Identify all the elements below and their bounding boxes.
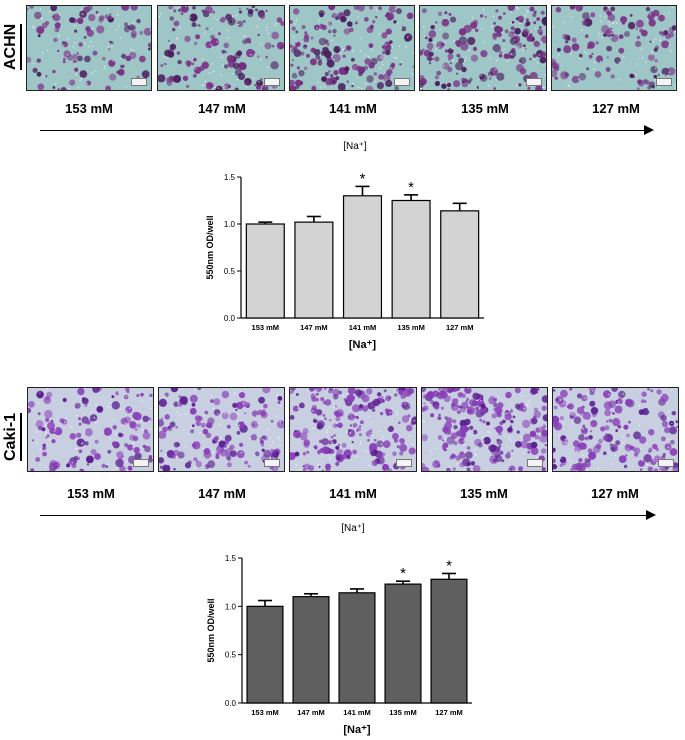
caki1-cell-line-label: Caki-1	[2, 412, 22, 461]
y-tick-label: 0.0	[224, 314, 236, 323]
achn-conc-label-3: 141 mM	[329, 101, 377, 116]
caki1-conc-label-4: 135 mM	[460, 486, 508, 501]
achn-gradient-label: [Na⁺]	[343, 141, 367, 152]
y-tick-label: 0.5	[225, 651, 237, 660]
scale-bar	[527, 459, 543, 467]
significance-marker: *	[400, 565, 406, 582]
caki1-gradient-arrow	[40, 510, 656, 520]
achn-micrograph-2	[157, 5, 285, 91]
x-tick-label: 141 mM	[349, 323, 377, 332]
achn-micrograph-4	[419, 5, 547, 91]
x-axis-label: [Na⁺]	[349, 339, 377, 351]
y-axis-label: 550nm OD/well	[206, 598, 216, 662]
caki1-gradient-label: [Na⁺]	[341, 523, 365, 534]
x-tick-label: 135 mM	[397, 323, 425, 332]
scale-bar	[658, 459, 674, 467]
y-tick-label: 0.5	[224, 267, 236, 276]
scale-bar	[394, 78, 410, 86]
bar-153-mm	[246, 605, 284, 704]
caki1-micrograph-3	[289, 387, 417, 472]
bar-127-mm	[440, 210, 480, 319]
caki1-micrograph-2	[158, 387, 285, 472]
scale-bar	[396, 459, 412, 467]
achn-conc-label-4: 135 mM	[461, 101, 509, 116]
y-tick-label: 1.0	[225, 602, 237, 611]
caki1-conc-label-5: 127 mM	[591, 486, 639, 501]
caki1-conc-label-2: 147 mM	[198, 486, 246, 501]
significance-marker: *	[408, 179, 414, 196]
y-axis-label: 550nm OD/well	[205, 215, 215, 279]
bar-147-mm	[292, 596, 330, 704]
caki1-micrograph-5	[552, 387, 679, 472]
x-tick-label: 141 mM	[343, 708, 371, 717]
achn-micrograph-5	[551, 5, 677, 91]
achn-conc-label-1: 153 mM	[65, 101, 113, 116]
caki1-micrograph-4	[421, 387, 548, 472]
scale-bar	[264, 459, 280, 467]
x-tick-label: 147 mM	[297, 708, 325, 717]
caki1-bar-chart: 0.0 0.5 1.0 1.5 153 mM 147 mM 141 mM * 135 mM * 12…	[206, 554, 472, 736]
x-tick-label: 153 mM	[251, 708, 279, 717]
significance-marker: *	[360, 170, 366, 187]
caki1-micrograph-1	[27, 387, 154, 472]
x-tick-label: 127 mM	[435, 708, 463, 717]
scale-bar	[264, 78, 280, 86]
caki1-conc-label-1: 153 mM	[67, 486, 115, 501]
achn-conc-label-5: 127 mM	[592, 101, 640, 116]
bar-147-mm	[294, 221, 334, 319]
x-tick-label: 147 mM	[300, 323, 328, 332]
bar-135-mm	[391, 199, 431, 319]
achn-bar-chart: 0.0 0.5 1.0 1.5 153 mM 147 mM * 141 mM * 135 mM 12…	[205, 170, 484, 351]
x-axis-label: [Na⁺]	[343, 724, 371, 736]
scale-bar	[133, 459, 149, 467]
x-tick-label: 127 mM	[446, 323, 474, 332]
x-tick-label: 153 mM	[252, 323, 280, 332]
bar-127-mm	[430, 578, 468, 704]
achn-conc-label-2: 147 mM	[198, 101, 246, 116]
achn-micrograph-3	[289, 5, 415, 91]
x-tick-label: 135 mM	[389, 708, 417, 717]
scale-bar	[131, 78, 147, 86]
caki1-panel: Caki-1 153 mM 147 mM 141 mM 135 mM 127 m…	[0, 380, 685, 740]
bar-141-mm	[342, 195, 383, 319]
achn-gradient-arrow	[40, 125, 654, 135]
bar-141-mm	[338, 592, 376, 704]
y-tick-label: 1.0	[224, 220, 236, 229]
scale-bar	[656, 78, 672, 86]
y-tick-label: 1.5	[225, 554, 237, 563]
caki1-conc-label-3: 141 mM	[329, 486, 377, 501]
significance-marker: *	[446, 557, 452, 574]
bar-153-mm	[245, 223, 285, 319]
y-tick-label: 0.0	[225, 699, 237, 708]
scale-bar	[526, 78, 542, 86]
achn-micrograph-1	[26, 5, 152, 91]
achn-panel: ACHN 153 mM 147 mM 141 mM 135 mM 127 mM …	[2, 5, 677, 351]
y-tick-label: 1.5	[224, 173, 236, 182]
bar-135-mm	[384, 583, 422, 704]
achn-cell-line-label: ACHN	[2, 23, 22, 70]
